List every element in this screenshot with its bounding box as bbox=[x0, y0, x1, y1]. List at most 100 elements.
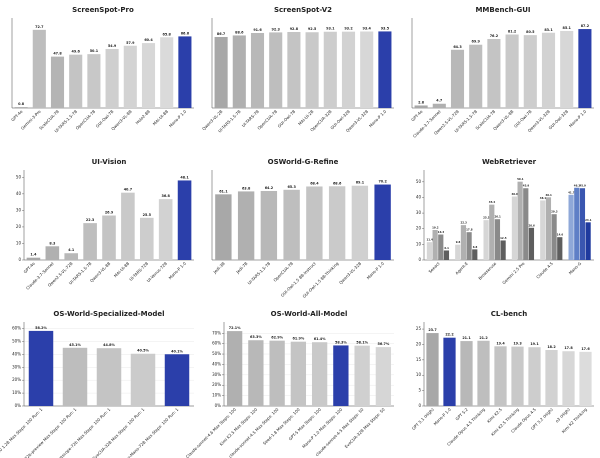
x-tick-label: Mano-P 1.0 bbox=[433, 407, 453, 427]
y-tick-label: 60% bbox=[212, 341, 221, 346]
value-label: 11.4 bbox=[426, 238, 433, 242]
value-label: 14.6 bbox=[557, 233, 564, 237]
x-tick-label: Mano-P 1.0 bbox=[568, 109, 588, 129]
x-tick-label: Browseruse bbox=[477, 261, 497, 281]
y-tick-label: 10 bbox=[416, 241, 422, 246]
bar bbox=[341, 31, 356, 108]
x-tick-label: GUI-Owl-7B bbox=[276, 109, 296, 129]
value-label: 17.8 bbox=[466, 228, 473, 232]
bar bbox=[121, 192, 135, 260]
value-label: 66.6 bbox=[181, 31, 190, 35]
bar bbox=[578, 29, 592, 109]
bar bbox=[528, 227, 535, 260]
x-tick-label: UI-TARS-1.5-7B bbox=[247, 261, 272, 286]
chart-title: OS-World-Specialized-Model bbox=[53, 310, 164, 318]
bar bbox=[489, 204, 495, 260]
bar bbox=[545, 350, 558, 406]
bar bbox=[287, 31, 301, 109]
bar bbox=[102, 215, 116, 260]
bar bbox=[123, 45, 137, 108]
y-tick-label: 40% bbox=[212, 361, 221, 366]
value-label: 9.8 bbox=[456, 240, 461, 244]
x-tick-label: MAI-UI-2B bbox=[297, 109, 315, 127]
x-tick-label: Claude 4.5 bbox=[535, 261, 554, 280]
value-label: 63.3% bbox=[250, 335, 262, 339]
bar bbox=[540, 200, 546, 260]
bar bbox=[375, 347, 392, 406]
value-label: 4.1 bbox=[68, 248, 75, 252]
value-label: 40.1% bbox=[171, 349, 183, 353]
value-label: 65.8 bbox=[163, 32, 172, 36]
value-label: 40.1 bbox=[545, 193, 552, 197]
bar bbox=[354, 345, 370, 406]
bar bbox=[62, 347, 88, 406]
bar bbox=[438, 234, 444, 260]
x-tick-label: OpenCUA-7B bbox=[272, 261, 294, 283]
y-tick-label: 0 bbox=[418, 403, 421, 408]
value-label: 72.1% bbox=[229, 326, 241, 330]
bar bbox=[511, 196, 518, 260]
value-label: 93.1 bbox=[326, 27, 335, 31]
bar bbox=[96, 348, 122, 406]
bar bbox=[45, 246, 60, 260]
value-label: 64.3 bbox=[453, 45, 462, 49]
bar bbox=[328, 186, 346, 260]
value-label: 44.8% bbox=[103, 343, 115, 347]
bar bbox=[305, 32, 319, 108]
value-label: 19.3 bbox=[513, 342, 522, 346]
bar bbox=[283, 189, 300, 260]
bar bbox=[432, 103, 446, 108]
bar bbox=[545, 197, 552, 260]
value-label: 46.2 bbox=[574, 183, 581, 187]
value-label: 92.8 bbox=[290, 27, 299, 31]
bar bbox=[250, 32, 265, 109]
value-label: 58.3% bbox=[335, 340, 347, 344]
bar bbox=[579, 188, 586, 260]
bar bbox=[568, 194, 574, 260]
bar bbox=[105, 48, 119, 108]
bar bbox=[460, 341, 473, 406]
bar bbox=[323, 31, 337, 108]
x-tick-label: MAI-UI-8B bbox=[152, 109, 170, 127]
bar bbox=[14, 107, 28, 108]
bar bbox=[472, 249, 478, 260]
bar bbox=[494, 346, 507, 406]
value-label: 85.1 bbox=[563, 26, 572, 30]
value-label: 48.1 bbox=[180, 175, 189, 179]
value-label: 86.7 bbox=[217, 32, 226, 36]
x-tick-label: Holo2-8B bbox=[134, 109, 151, 126]
value-label: 50.1 bbox=[517, 177, 524, 181]
y-tick-label: 10% bbox=[212, 393, 221, 398]
bar bbox=[311, 342, 328, 406]
value-label: 6.1 bbox=[444, 246, 449, 250]
bar bbox=[541, 32, 556, 109]
value-label: 22.3 bbox=[460, 221, 467, 225]
bar bbox=[574, 187, 580, 260]
chart-title: CL-bench bbox=[491, 310, 527, 318]
x-tick-label: UI-Venus-72B bbox=[146, 261, 169, 284]
bar bbox=[511, 346, 524, 406]
y-tick-label: 30 bbox=[416, 210, 422, 215]
value-label: 25.5 bbox=[143, 213, 152, 217]
value-label: 35.4 bbox=[489, 200, 496, 204]
bar bbox=[450, 49, 465, 108]
y-tick-label: 0 bbox=[418, 257, 421, 262]
value-label: 63.8 bbox=[242, 186, 251, 190]
value-label: 70.2 bbox=[378, 180, 387, 184]
value-label: 88.6 bbox=[235, 30, 244, 34]
x-tick-label: GPT-4o bbox=[22, 260, 36, 274]
x-tick-label: Kimi K2.5 Max Steps: 100 bbox=[219, 407, 259, 447]
bar bbox=[426, 242, 433, 260]
x-tick-label: Mano-P 1.0 bbox=[368, 109, 388, 129]
bar bbox=[500, 240, 506, 260]
chart-title: ScreenSpot-V2 bbox=[274, 6, 332, 14]
value-label: 58.1% bbox=[356, 341, 368, 345]
y-tick-label: 40 bbox=[416, 194, 422, 199]
bar bbox=[83, 223, 97, 260]
value-label: 49.6 bbox=[72, 50, 81, 54]
value-label: 40.5% bbox=[137, 349, 149, 353]
y-tick-label: 0% bbox=[215, 403, 222, 408]
bar bbox=[455, 244, 461, 260]
value-label: 45.1% bbox=[69, 343, 81, 347]
bar bbox=[237, 191, 255, 260]
